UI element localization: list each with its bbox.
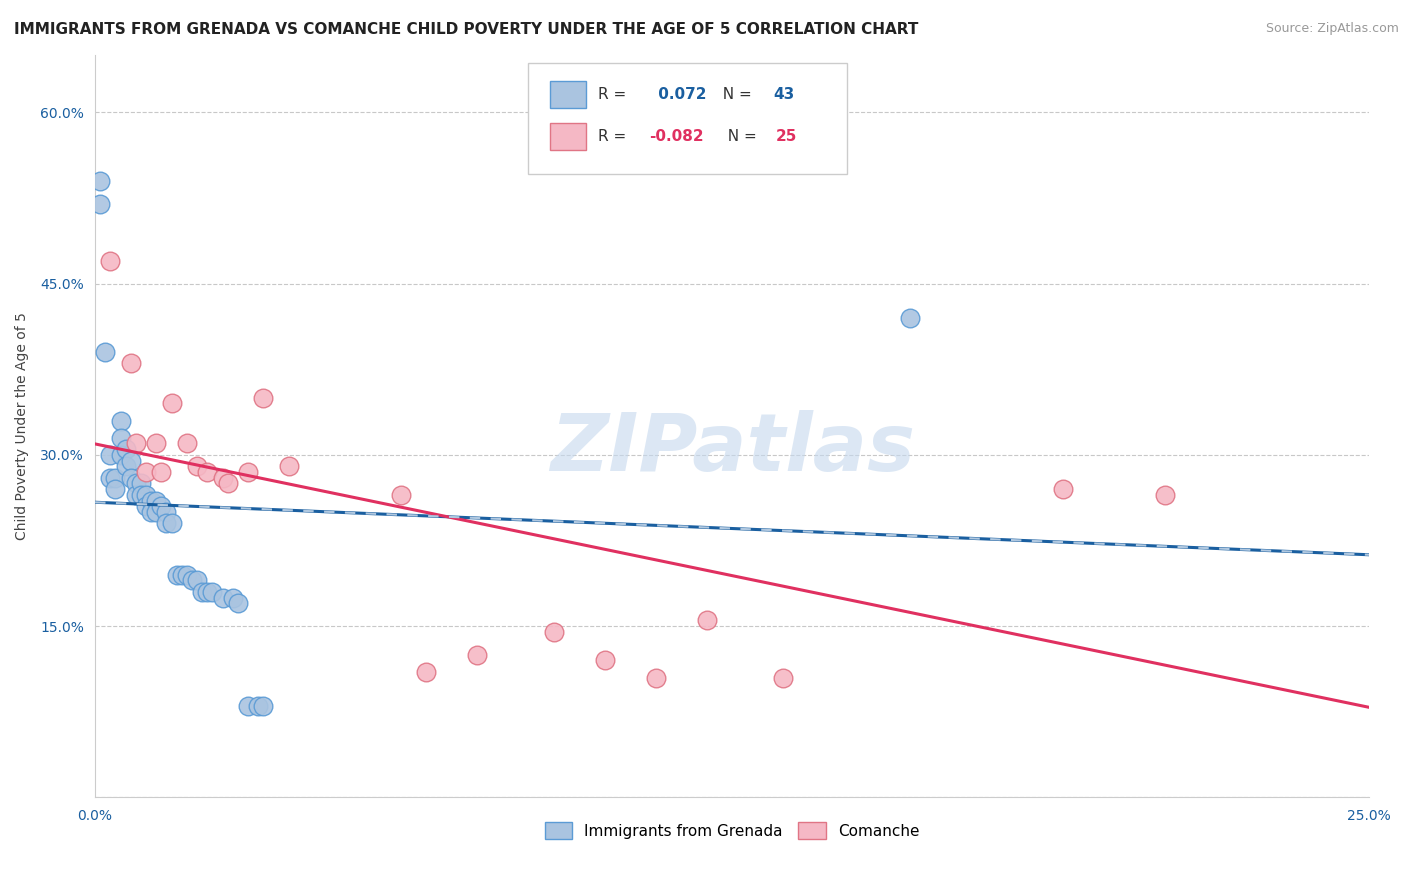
Point — [181, 574, 204, 588]
Point — [110, 448, 132, 462]
Point — [150, 500, 173, 514]
FancyBboxPatch shape — [550, 81, 585, 108]
Point — [141, 493, 163, 508]
Point — [135, 500, 157, 514]
Text: -0.082: -0.082 — [650, 129, 704, 145]
Text: R =: R = — [599, 129, 631, 145]
Point — [1052, 482, 1074, 496]
Point — [160, 396, 183, 410]
Point — [389, 488, 412, 502]
Point — [236, 699, 259, 714]
Point — [114, 442, 136, 457]
Point — [176, 567, 198, 582]
Point — [129, 488, 152, 502]
Point — [135, 488, 157, 502]
Point — [644, 671, 666, 685]
Point — [186, 574, 208, 588]
Point — [176, 436, 198, 450]
Point — [104, 471, 127, 485]
Point — [247, 699, 270, 714]
Point — [120, 356, 142, 370]
Point — [120, 471, 142, 485]
Point — [89, 174, 111, 188]
Text: IMMIGRANTS FROM GRENADA VS COMANCHE CHILD POVERTY UNDER THE AGE OF 5 CORRELATION: IMMIGRANTS FROM GRENADA VS COMANCHE CHIL… — [14, 22, 918, 37]
Point — [100, 253, 122, 268]
Point — [593, 653, 616, 667]
FancyBboxPatch shape — [529, 62, 846, 174]
Point — [195, 465, 218, 479]
Point — [166, 567, 188, 582]
Point — [201, 585, 224, 599]
Point — [191, 585, 214, 599]
Point — [211, 471, 233, 485]
Point — [145, 436, 167, 450]
Point — [772, 671, 794, 685]
Point — [696, 614, 718, 628]
Point — [94, 345, 117, 359]
Text: 43: 43 — [773, 87, 794, 102]
Point — [277, 459, 299, 474]
Point — [141, 505, 163, 519]
Point — [160, 516, 183, 531]
Text: N =: N = — [718, 129, 762, 145]
Text: 0.072: 0.072 — [654, 87, 707, 102]
Point — [125, 488, 148, 502]
Point — [170, 567, 193, 582]
Y-axis label: Child Poverty Under the Age of 5: Child Poverty Under the Age of 5 — [15, 312, 30, 541]
FancyBboxPatch shape — [550, 123, 585, 150]
Point — [150, 465, 173, 479]
Point — [125, 476, 148, 491]
Point — [135, 465, 157, 479]
Point — [125, 436, 148, 450]
Point — [415, 665, 437, 679]
Point — [110, 414, 132, 428]
Point — [252, 699, 274, 714]
Point — [100, 448, 122, 462]
Point — [120, 453, 142, 467]
Point — [100, 471, 122, 485]
Point — [89, 196, 111, 211]
Point — [1154, 488, 1177, 502]
Point — [155, 516, 177, 531]
Text: Source: ZipAtlas.com: Source: ZipAtlas.com — [1265, 22, 1399, 36]
Point — [217, 476, 239, 491]
Point — [129, 476, 152, 491]
Point — [155, 505, 177, 519]
Legend: Immigrants from Grenada, Comanche: Immigrants from Grenada, Comanche — [538, 815, 925, 846]
Point — [110, 431, 132, 445]
Text: ZIPatlas: ZIPatlas — [550, 409, 915, 488]
Point — [145, 505, 167, 519]
Point — [252, 391, 274, 405]
Point — [543, 624, 565, 639]
Point — [211, 591, 233, 605]
Text: R =: R = — [599, 87, 631, 102]
Point — [195, 585, 218, 599]
Point — [145, 493, 167, 508]
Point — [114, 459, 136, 474]
Point — [236, 465, 259, 479]
Text: 25: 25 — [776, 129, 797, 145]
Text: N =: N = — [713, 87, 756, 102]
Point — [226, 596, 249, 610]
Point — [186, 459, 208, 474]
Point — [104, 482, 127, 496]
Point — [900, 310, 922, 325]
Point — [465, 648, 488, 662]
Point — [221, 591, 243, 605]
